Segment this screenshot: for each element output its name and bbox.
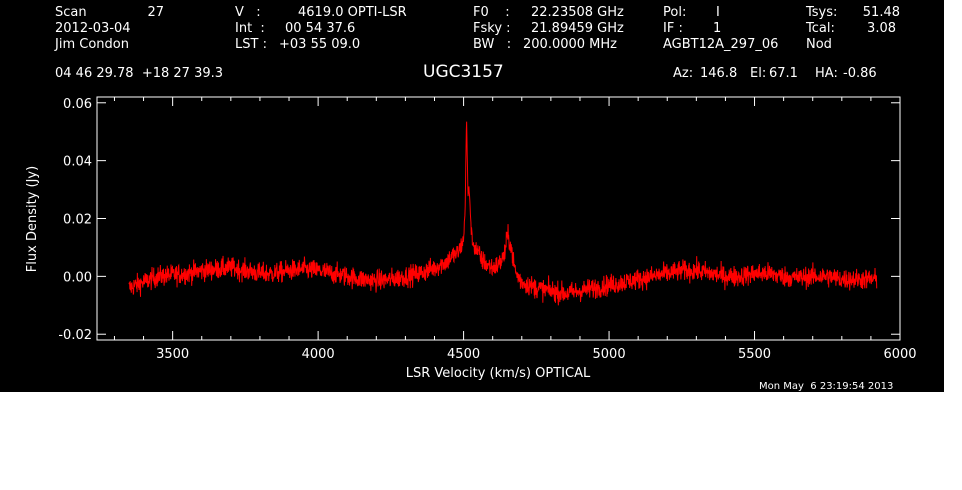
project-id: AGBT12A_297_06 <box>663 37 779 52</box>
lst-value: +03 55 09.0 <box>279 37 361 52</box>
if-value: 1 <box>713 21 722 36</box>
y-tick-label: 0.00 <box>63 270 92 285</box>
plot-frame <box>96 96 901 341</box>
if-label: IF : <box>663 21 683 36</box>
az-label: Az: <box>673 66 694 81</box>
fsky-label: Fsky : <box>473 21 511 36</box>
y-tick-label: 0.04 <box>63 155 92 170</box>
velocity-label: V : <box>235 5 261 20</box>
tcal-value: 3.08 <box>867 21 896 36</box>
x-tick-label: 4500 <box>447 347 480 362</box>
pol-label: Pol: <box>663 5 687 20</box>
x-tick-label: 3500 <box>156 347 189 362</box>
fsky-value: 21.89459 GHz <box>531 21 624 36</box>
int-label: Int : <box>235 21 265 36</box>
f0-value: 22.23508 GHz <box>531 5 624 20</box>
scan-label: Scan <box>55 5 87 20</box>
observer-name: Jim Condon <box>55 37 129 52</box>
x-tick-label: 5000 <box>593 347 626 362</box>
velocity-value: 4619.0 OPTI-LSR <box>298 5 407 20</box>
observation-date: 2012-03-04 <box>55 21 131 36</box>
el-label: El: <box>750 66 767 81</box>
spectrum-line <box>128 121 878 306</box>
observing-mode: Nod <box>806 37 832 52</box>
y-tick-label: -0.02 <box>58 328 92 343</box>
ha-label: HA: <box>815 66 838 81</box>
lst-label: LST : <box>235 37 267 52</box>
f0-label: F0 : <box>473 5 510 20</box>
pol-value: I <box>716 5 720 20</box>
tsys-value: 51.48 <box>862 5 900 20</box>
plot-timestamp: Mon May 6 23:19:54 2013 <box>759 381 894 392</box>
bw-label: BW : <box>473 37 512 52</box>
el-value: 67.1 <box>769 66 798 81</box>
ha-value: -0.86 <box>843 66 877 81</box>
x-tick-label: 4000 <box>302 347 335 362</box>
az-value: 146.8 <box>700 66 738 81</box>
scan-number: 27 <box>147 5 164 20</box>
tsys-label: Tsys: <box>806 5 838 20</box>
x-tick-label: 6000 <box>883 347 916 362</box>
bw-value: 200.0000 MHz <box>523 37 617 52</box>
spectrum-chart: 3500 4000 4500 5000 5500 6000 -0.02 0.00 0.02 0.0… <box>25 96 917 381</box>
int-value: 00 54 37.6 <box>285 21 356 36</box>
y-tick-label: 0.06 <box>63 97 92 112</box>
x-axis-label: LSR Velocity (km/s) OPTICAL <box>406 366 591 381</box>
y-tick-label: 0.02 <box>63 213 92 228</box>
plot-panel: Scan 27 2012-03-04 Jim Condon V : 4619.0… <box>0 0 944 392</box>
x-tick-label: 5500 <box>738 347 771 362</box>
y-axis-label: Flux Density (Jy) <box>25 166 40 272</box>
source-coordinates: 04 46 29.78 +18 27 39.3 <box>55 66 224 81</box>
tcal-label: Tcal: <box>806 21 835 36</box>
source-name: UGC3157 <box>423 62 504 82</box>
